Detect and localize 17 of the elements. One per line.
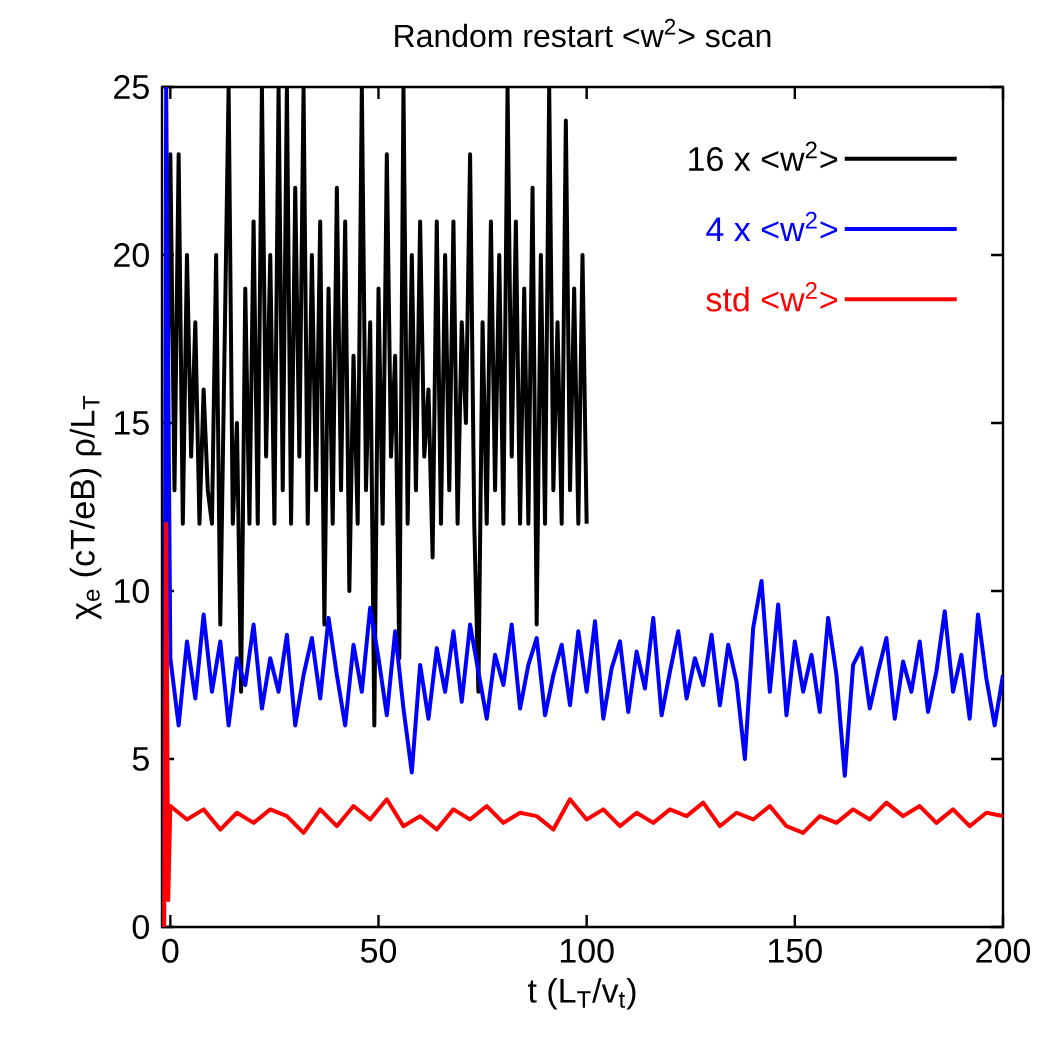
y-tick-label: 5 [132,747,149,771]
y-tick-label: 25 [114,74,149,100]
x-tick-label: 200 [976,938,1031,963]
y-tick-label: 20 [114,242,149,268]
legend-label: std <w$^{2}$> [706,282,838,312]
legend-label: 4 x <w$^{2}$> [706,211,838,242]
chart-title: Random restart <w$^{2}$> scan [395,18,771,48]
y-axis-title: χ$_{e}$ (cT/eB) ρ/L$_{T}$ [69,395,102,620]
x-tick-label: 150 [769,938,822,963]
y-tick-label: 15 [115,411,149,435]
x-tick-label: 0 [162,938,179,963]
y-tick-label: 0 [132,914,149,940]
x-tick-label: 100 [560,938,614,963]
x-axis-title: t (L$_{T}$/v$_{t}$) [527,977,636,1010]
y-tick-label: 10 [115,578,149,604]
legend-label: 16 x <w$^{2}$> [689,141,838,172]
x-tick-label: 50 [360,938,397,963]
